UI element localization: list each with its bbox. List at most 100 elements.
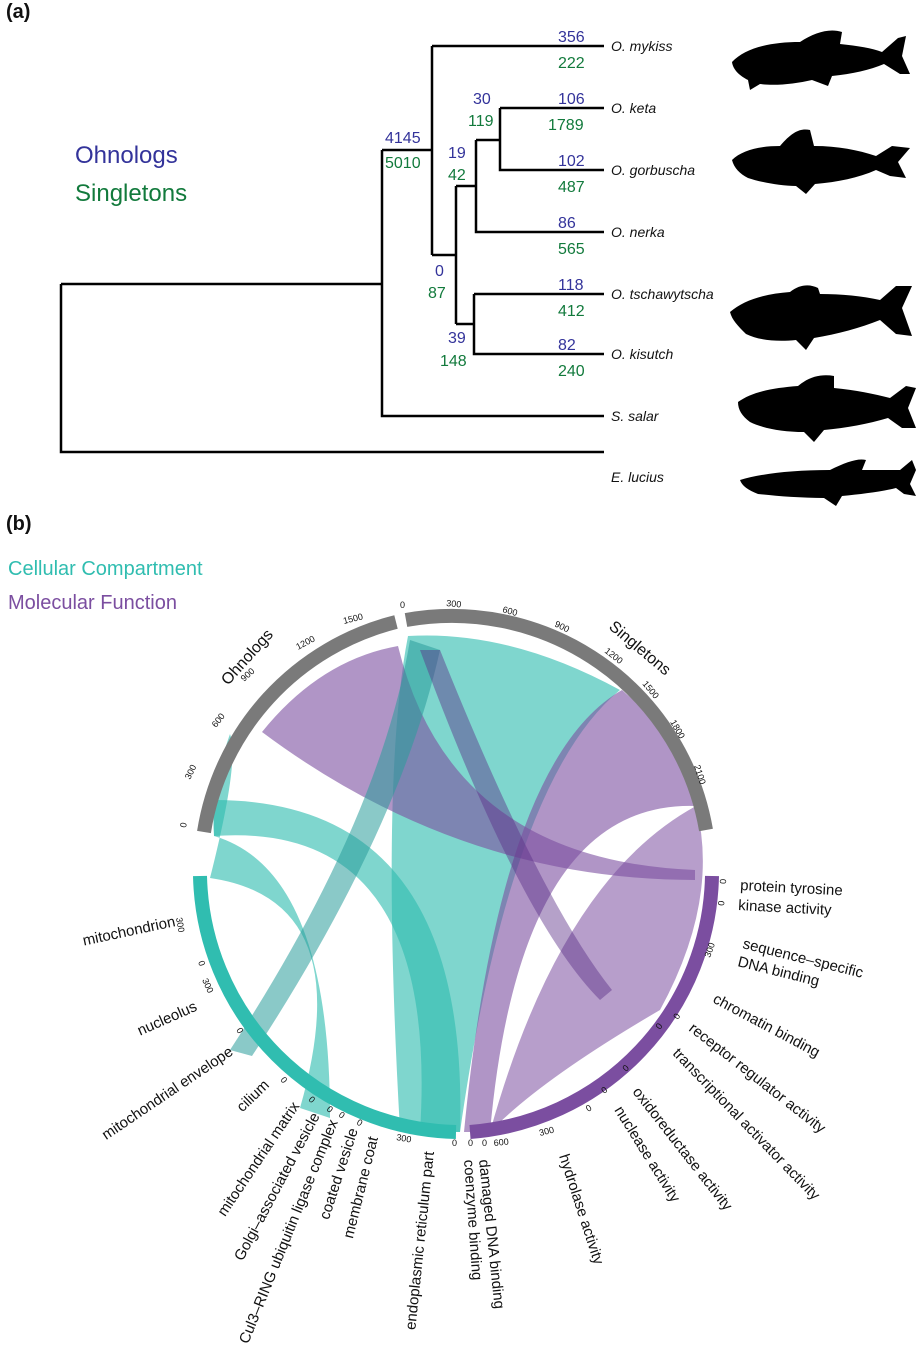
- singletons-track: [404, 608, 713, 832]
- taxon-label: O. tschawytscha: [611, 286, 714, 302]
- count-singleton: 1789: [548, 117, 584, 134]
- tick-label: 0: [468, 1138, 473, 1148]
- legend-cellular-compartment: Cellular Compartment: [8, 558, 203, 580]
- panel-b-label: (b): [6, 513, 32, 535]
- tick-label: 300: [174, 917, 186, 934]
- count-ohnolog: 0: [435, 263, 444, 280]
- taxon-label: O. mykiss: [611, 38, 672, 54]
- tick-label: 300: [446, 598, 462, 610]
- chord-cross-purple: [420, 650, 612, 1000]
- tick-label: 600: [210, 711, 227, 729]
- taxon-label: O. kisutch: [611, 346, 673, 362]
- ohnologs-track: [197, 615, 398, 834]
- tick-label: 0: [482, 1138, 487, 1148]
- count-singleton: 240: [558, 363, 585, 380]
- tick-label: 0: [452, 1138, 457, 1148]
- tick-label: 0: [337, 1110, 347, 1121]
- branch-s-salar: [380, 150, 604, 418]
- chord-mf-lower: [490, 806, 703, 1132]
- tick-label: 600: [501, 604, 518, 618]
- tick-label: 0: [718, 879, 728, 884]
- term-hydrolase-activity: hydrolase activity: [555, 1152, 607, 1267]
- branch-o-gorbuscha: [498, 108, 604, 172]
- chord-cross-teal: [230, 640, 440, 1056]
- count-singleton: 42: [448, 167, 466, 184]
- term-tick-labels: 300 0 300 0 0 0 0 0 0 300 0 0 0 600 300 …: [174, 879, 728, 1148]
- tick-label: 0: [400, 600, 405, 610]
- tick-label: 0: [620, 1063, 631, 1074]
- count-singleton: 148: [440, 353, 467, 370]
- term-kinase-activity: kinase activity: [738, 897, 833, 919]
- term-cilium: cilium: [233, 1077, 272, 1116]
- branch-o-kisutch: [472, 294, 604, 356]
- tick-label: 300: [200, 977, 215, 995]
- chord-cc-ohno-to-cc: [214, 800, 461, 1132]
- count-ohnolog: 4145: [385, 130, 421, 147]
- tick-label: 0: [234, 1026, 245, 1036]
- tick-label: 0: [671, 1012, 682, 1022]
- cc-term-labels: mitochondrion nucleolus mitochondrial en…: [81, 913, 438, 1346]
- term-mitochondrial-envelope: mitochondrial envelope: [99, 1043, 236, 1143]
- count-ohnolog: 106: [558, 91, 585, 108]
- count-ohnolog: 19: [448, 145, 466, 162]
- count-singleton: 487: [558, 179, 585, 196]
- trout-silhouette-icon: [732, 30, 910, 90]
- tick-label: 0: [599, 1085, 609, 1096]
- phylogenetic-tree: [59, 44, 604, 454]
- count-singleton: 87: [428, 285, 446, 302]
- legend-singletons: Singletons: [75, 180, 187, 207]
- chinook-salmon-silhouette-icon: [730, 285, 912, 350]
- tick-label: 0: [355, 1117, 364, 1128]
- count-ohnolog: 356: [558, 29, 585, 46]
- pink-salmon-silhouette-icon: [732, 129, 910, 194]
- tick-label: 0: [584, 1103, 593, 1114]
- taxon-label: O. nerka: [611, 224, 665, 240]
- tick-label: 300: [183, 763, 199, 781]
- cc-track: [193, 875, 457, 1139]
- chord-mf-singletons: [464, 690, 696, 1132]
- tick-label: 1200: [294, 634, 316, 652]
- taxon-label: O. keta: [611, 100, 656, 116]
- branch-o-nerka: [474, 140, 604, 234]
- taxon-label: O. gorbuscha: [611, 162, 695, 178]
- branch-counts: 356 222 106 1789 102 487 86 565 118 412 …: [385, 29, 585, 380]
- tick-label: 0: [654, 1021, 665, 1031]
- tick-label: 300: [538, 1125, 555, 1138]
- tick-label: 1500: [342, 611, 364, 626]
- count-singleton: 5010: [385, 155, 421, 172]
- legend-molecular-function: Molecular Function: [8, 592, 177, 614]
- chord-diagram: [193, 608, 719, 1139]
- taxon-label: E. lucius: [611, 469, 664, 485]
- branch-e-lucius: [59, 284, 604, 454]
- count-ohnolog: 86: [558, 215, 576, 232]
- mf-track: [469, 875, 719, 1139]
- count-ohnolog: 39: [448, 330, 466, 347]
- chord-mf-ohnologs: [262, 646, 695, 880]
- pike-silhouette-icon: [740, 459, 916, 506]
- count-ohnolog: 30: [473, 91, 491, 108]
- tick-label: 300: [396, 1132, 413, 1144]
- count-singleton: 412: [558, 303, 585, 320]
- term-mitochondrion: mitochondrion: [81, 913, 177, 949]
- term-nuclease-activity: nuclease activity: [611, 1103, 684, 1206]
- tick-label: 0: [307, 1094, 318, 1105]
- tick-label: 0: [178, 822, 189, 829]
- term-nucleolus: nucleolus: [135, 998, 200, 1039]
- tick-label: 0: [196, 959, 207, 967]
- count-ohnolog: 82: [558, 337, 576, 354]
- term-endoplasmic-reticulum-part: endoplasmic reticulum part: [402, 1150, 438, 1331]
- tick-label: 0: [716, 900, 726, 906]
- tick-label: 0: [278, 1075, 289, 1085]
- atlantic-salmon-silhouette-icon: [738, 375, 916, 442]
- legend-ohnologs: Ohnologs: [75, 142, 178, 169]
- fish-silhouettes: [730, 30, 916, 506]
- count-singleton: 565: [558, 241, 585, 258]
- panel-a-label: (a): [6, 1, 30, 23]
- count-ohnolog: 118: [558, 277, 584, 294]
- tick-label: 600: [493, 1136, 509, 1148]
- count-singleton: 222: [558, 55, 585, 72]
- taxon-label: S. salar: [611, 408, 660, 424]
- tick-label: 0: [325, 1104, 335, 1115]
- tick-label: 300: [702, 941, 717, 959]
